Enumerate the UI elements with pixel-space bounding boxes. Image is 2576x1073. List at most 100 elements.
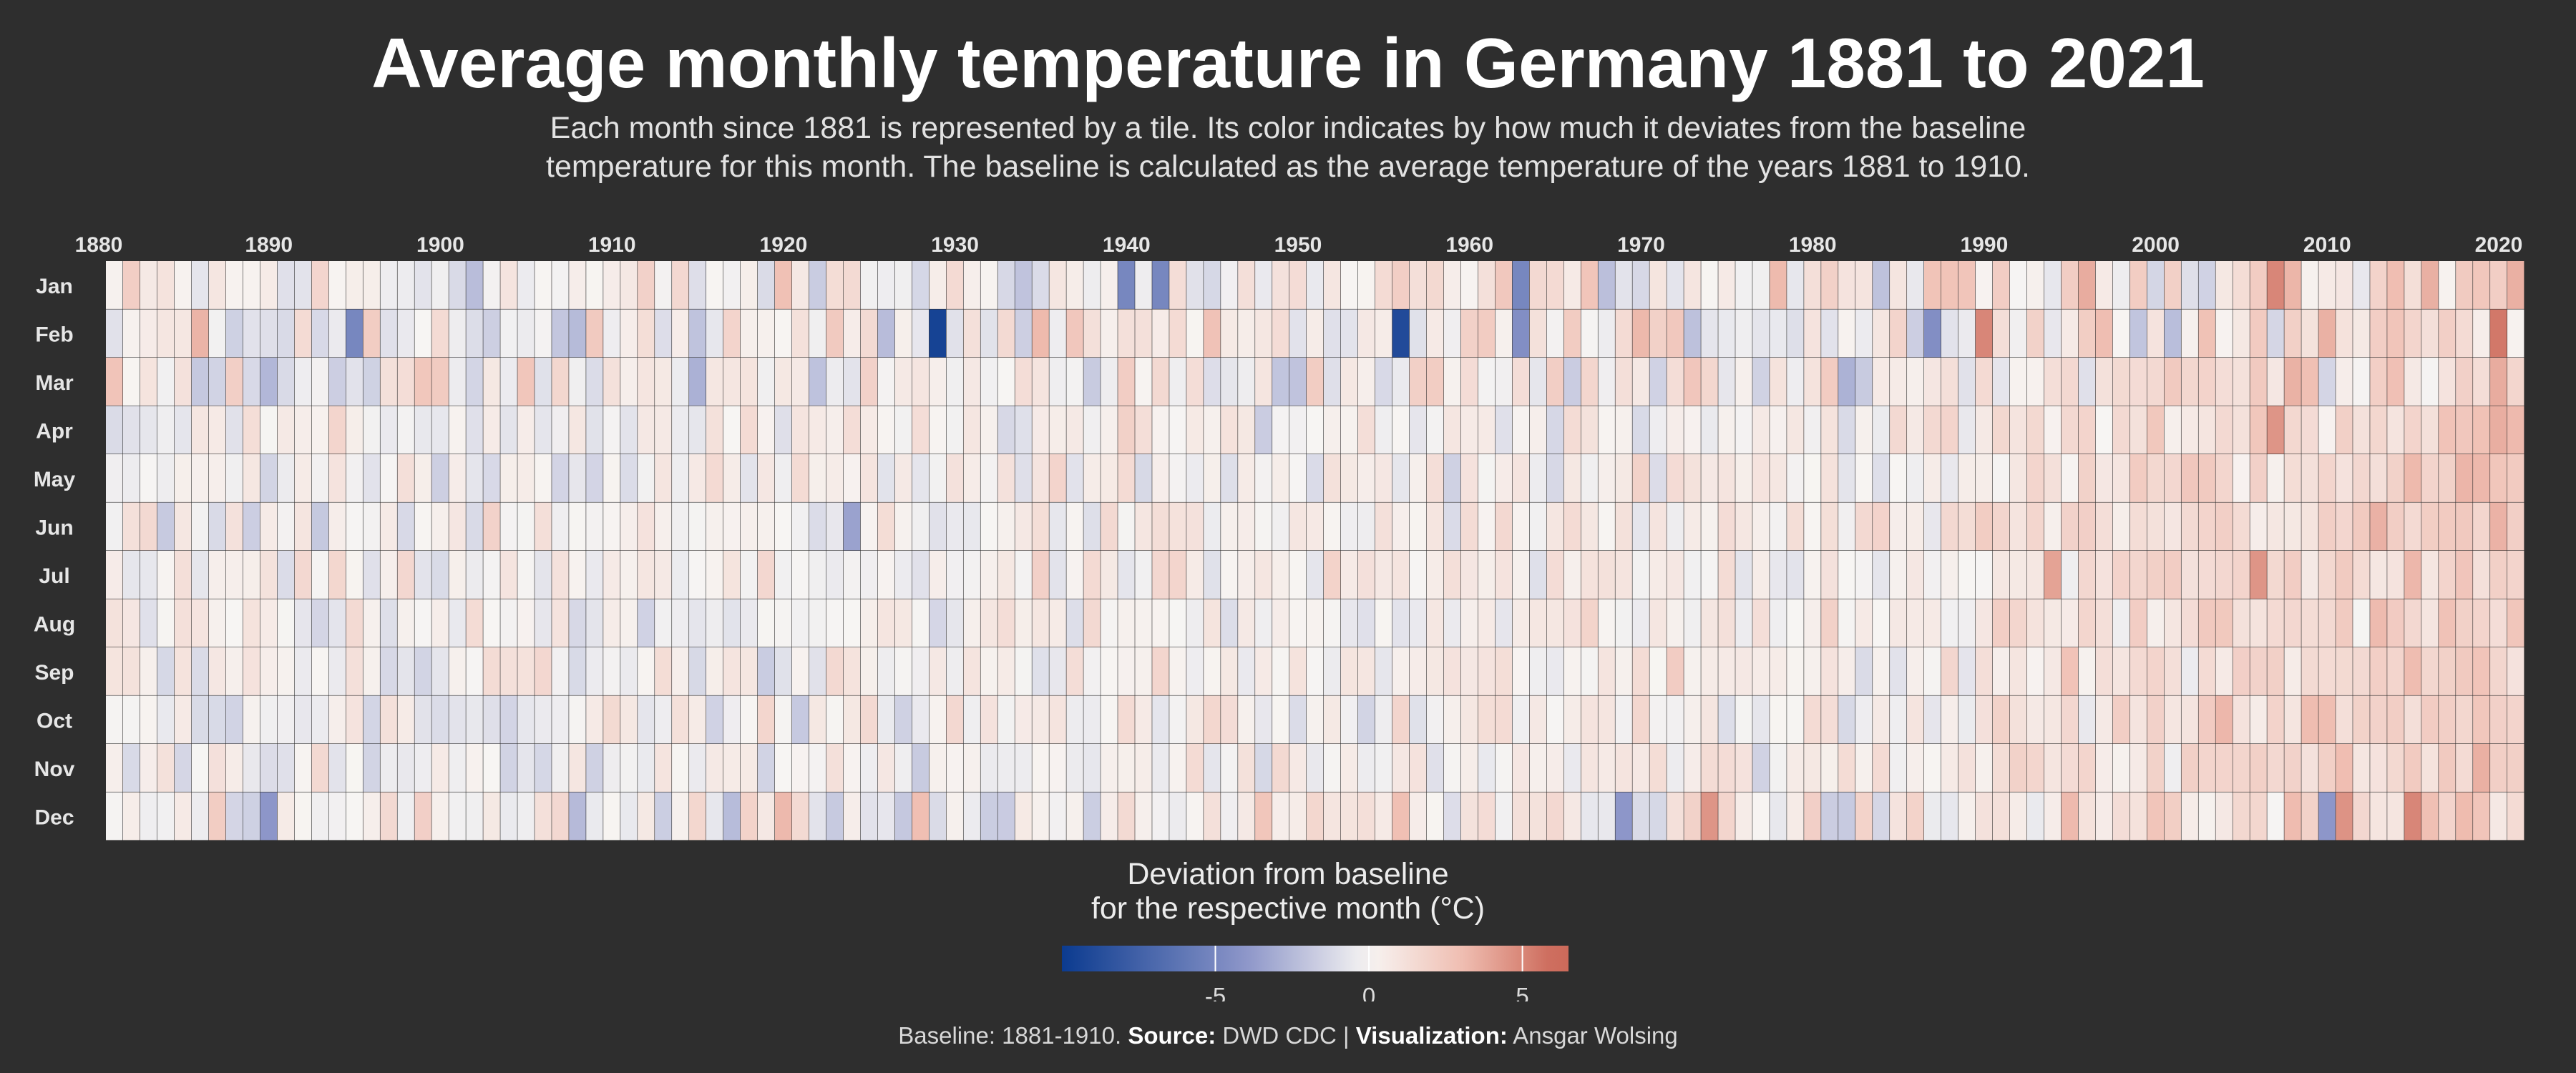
- tile-may-2011: [2336, 454, 2353, 502]
- tile-may-1915: [689, 454, 706, 502]
- tile-jul-1930: [946, 551, 963, 599]
- tile-aug-1954: [1357, 599, 1375, 647]
- tile-jul-1906: [535, 551, 552, 599]
- tile-aug-2002: [2181, 599, 2198, 647]
- tile-nov-1916: [706, 744, 723, 792]
- tile-sep-2017: [2439, 647, 2456, 695]
- tile-feb-1966: [1563, 309, 1581, 358]
- tile-sep-1902: [466, 647, 483, 695]
- tile-jul-1945: [1204, 551, 1221, 599]
- tile-jun-1952: [1323, 502, 1341, 551]
- tile-apr-1971: [1649, 406, 1667, 454]
- tile-may-1938: [1083, 454, 1101, 502]
- tile-nov-1972: [1667, 744, 1684, 792]
- tile-may-1970: [1632, 454, 1649, 502]
- tile-sep-2021: [2507, 647, 2524, 695]
- month-label-feb: Feb: [35, 323, 73, 346]
- tile-feb-1989: [1958, 309, 1976, 358]
- tile-oct-1901: [449, 695, 466, 744]
- tile-may-1890: [260, 454, 278, 502]
- tile-mar-1952: [1323, 358, 1341, 406]
- tile-feb-1927: [894, 309, 912, 358]
- tile-may-1964: [1529, 454, 1547, 502]
- tile-mar-1909: [586, 358, 603, 406]
- tile-dec-1911: [620, 792, 638, 841]
- tile-mar-2012: [2353, 358, 2370, 406]
- tile-jan-2012: [2353, 261, 2370, 309]
- tile-aug-1898: [397, 599, 414, 647]
- tile-dec-1915: [689, 792, 706, 841]
- tile-mar-1933: [997, 358, 1015, 406]
- tile-sep-2015: [2404, 647, 2421, 695]
- tile-sep-2018: [2456, 647, 2473, 695]
- tile-jan-1935: [1032, 261, 1049, 309]
- tile-jul-1889: [243, 551, 260, 599]
- tile-nov-1883: [140, 744, 157, 792]
- tile-may-2018: [2456, 454, 2473, 502]
- tile-oct-2020: [2490, 695, 2507, 744]
- tile-jun-1956: [1392, 502, 1410, 551]
- legend-tick-label: 0: [1362, 983, 1375, 1001]
- tile-jun-1932: [980, 502, 997, 551]
- tile-feb-2012: [2353, 309, 2370, 358]
- tile-dec-1927: [894, 792, 912, 841]
- tile-dec-1994: [2044, 792, 2062, 841]
- tile-sep-1919: [757, 647, 775, 695]
- tile-nov-2003: [2198, 744, 2215, 792]
- tile-jun-1947: [1238, 502, 1255, 551]
- tile-may-1945: [1204, 454, 1221, 502]
- tile-nov-1907: [552, 744, 569, 792]
- tile-oct-1965: [1546, 695, 1563, 744]
- tile-jan-1971: [1649, 261, 1667, 309]
- tile-apr-1942: [1152, 406, 1169, 454]
- tile-mar-2008: [2284, 358, 2301, 406]
- tile-feb-1911: [620, 309, 638, 358]
- tile-nov-1929: [929, 744, 947, 792]
- tile-feb-1980: [1804, 309, 1821, 358]
- tile-jun-1969: [1615, 502, 1632, 551]
- tile-jul-1885: [174, 551, 192, 599]
- tile-jan-1976: [1735, 261, 1752, 309]
- tile-nov-1952: [1323, 744, 1341, 792]
- tile-may-1919: [757, 454, 775, 502]
- tile-aug-1907: [552, 599, 569, 647]
- tile-jan-2006: [2250, 261, 2267, 309]
- tile-may-1974: [1701, 454, 1718, 502]
- tile-oct-1899: [414, 695, 431, 744]
- tile-oct-1911: [620, 695, 638, 744]
- tile-dec-2012: [2353, 792, 2370, 841]
- tile-may-1978: [1770, 454, 1787, 502]
- tile-dec-1885: [174, 792, 192, 841]
- tile-may-2001: [2164, 454, 2181, 502]
- tile-jan-1908: [569, 261, 586, 309]
- tile-nov-1934: [1015, 744, 1032, 792]
- tile-jun-1884: [157, 502, 175, 551]
- tile-jul-1951: [1307, 551, 1324, 599]
- tile-mar-1962: [1495, 358, 1513, 406]
- tile-apr-2018: [2456, 406, 2473, 454]
- tile-jul-1925: [860, 551, 878, 599]
- tile-nov-1927: [894, 744, 912, 792]
- tile-jan-2005: [2233, 261, 2250, 309]
- tile-jun-1992: [2009, 502, 2027, 551]
- tile-dec-1919: [757, 792, 775, 841]
- tile-aug-1938: [1083, 599, 1101, 647]
- tile-dec-1981: [1821, 792, 1838, 841]
- tile-mar-2019: [2473, 358, 2490, 406]
- month-label-nov: Nov: [34, 758, 75, 781]
- tile-dec-1890: [260, 792, 278, 841]
- tile-nov-1925: [860, 744, 878, 792]
- tile-nov-1956: [1392, 744, 1410, 792]
- tile-mar-1882: [122, 358, 140, 406]
- tile-may-1941: [1135, 454, 1152, 502]
- tile-sep-1911: [620, 647, 638, 695]
- tile-may-1942: [1152, 454, 1169, 502]
- tile-oct-1972: [1667, 695, 1684, 744]
- tile-oct-2005: [2233, 695, 2250, 744]
- tile-may-1951: [1307, 454, 1324, 502]
- tile-dec-1954: [1357, 792, 1375, 841]
- tile-apr-1979: [1787, 406, 1804, 454]
- tile-may-2005: [2233, 454, 2250, 502]
- tile-jul-1905: [517, 551, 535, 599]
